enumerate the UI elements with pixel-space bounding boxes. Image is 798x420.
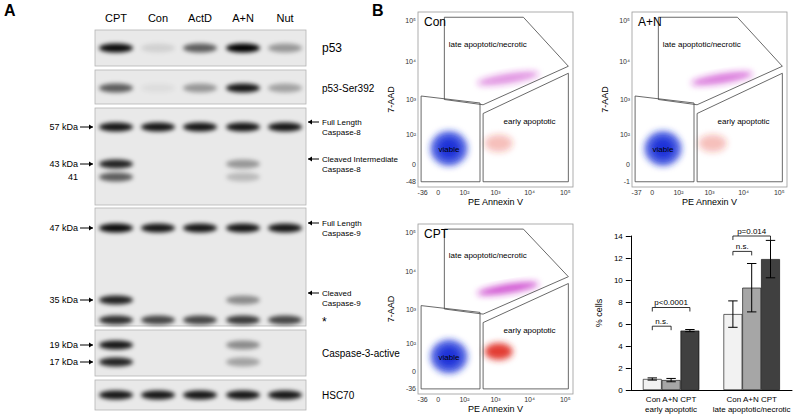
svg-text:10³: 10³ [620, 96, 631, 103]
svg-text:PE Annexin V: PE Annexin V [682, 197, 737, 207]
svg-text:p=0.014: p=0.014 [737, 227, 767, 236]
svg-text:n.s.: n.s. [736, 242, 749, 251]
svg-text:Con: Con [424, 15, 446, 29]
svg-text:10⁵: 10⁵ [405, 229, 416, 236]
svg-text:10⁴: 10⁴ [619, 58, 630, 65]
svg-text:41: 41 [68, 172, 78, 182]
svg-text:-36: -36 [406, 385, 416, 392]
svg-text:A+N: A+N [232, 12, 254, 24]
svg-text:7-AAD: 7-AAD [386, 86, 396, 113]
svg-text:10²: 10² [620, 131, 631, 138]
svg-text:10⁵: 10⁵ [560, 189, 571, 196]
svg-text:10⁴: 10⁴ [524, 396, 535, 403]
svg-text:p53: p53 [322, 41, 342, 55]
svg-text:10³: 10³ [490, 189, 501, 196]
svg-text:7-AAD: 7-AAD [386, 295, 396, 322]
svg-text:10³: 10³ [704, 189, 715, 196]
svg-text:viable: viable [439, 353, 460, 362]
svg-text:-36: -36 [418, 189, 428, 196]
svg-text:CPT: CPT [105, 12, 127, 24]
svg-text:10⁴: 10⁴ [524, 189, 535, 196]
svg-text:10³: 10³ [406, 306, 417, 313]
svg-text:10⁵: 10⁵ [405, 17, 416, 24]
svg-text:0: 0 [412, 161, 416, 168]
svg-text:43 kDa: 43 kDa [49, 159, 78, 169]
svg-text:57 kDa: 57 kDa [49, 122, 78, 132]
svg-text:0: 0 [650, 189, 654, 196]
svg-text:*: * [322, 315, 327, 329]
svg-text:early apoptotic: early apoptotic [718, 117, 770, 126]
svg-text:Cleaved: Cleaved [322, 289, 351, 298]
svg-text:2: 2 [618, 364, 623, 373]
svg-text:n.s.: n.s. [655, 317, 668, 326]
svg-text:10²: 10² [406, 340, 417, 347]
svg-text:0: 0 [412, 368, 416, 375]
svg-text:-1: -1 [624, 178, 630, 185]
svg-text:p<0.0001: p<0.0001 [654, 298, 688, 307]
svg-text:0: 0 [618, 386, 623, 395]
svg-text:-37: -37 [632, 189, 642, 196]
svg-text:0: 0 [436, 189, 440, 196]
svg-text:Con A+N CPT: Con A+N CPT [726, 395, 777, 404]
svg-text:A: A [4, 2, 16, 19]
svg-text:12: 12 [614, 254, 623, 263]
svg-text:7-AAD: 7-AAD [600, 86, 610, 113]
svg-text:viable: viable [653, 145, 674, 154]
svg-text:Caspase-8: Caspase-8 [322, 128, 361, 137]
svg-text:10²: 10² [406, 131, 417, 138]
svg-text:p53-Ser392: p53-Ser392 [322, 83, 375, 94]
svg-text:Caspase-9: Caspase-9 [322, 299, 361, 308]
svg-text:late apoptotic/necrotic: late apoptotic/necrotic [449, 251, 527, 260]
svg-text:10⁵: 10⁵ [619, 17, 630, 24]
svg-text:10⁴: 10⁴ [405, 58, 416, 65]
svg-text:early apoptotic: early apoptotic [504, 326, 556, 335]
svg-text:Caspase-8: Caspase-8 [322, 165, 361, 174]
svg-text:early apoptotic: early apoptotic [504, 117, 556, 126]
svg-text:PE Annexin V: PE Annexin V [468, 404, 523, 414]
svg-text:Full Length: Full Length [322, 118, 362, 127]
svg-text:0: 0 [436, 396, 440, 403]
svg-text:10⁵: 10⁵ [560, 396, 571, 403]
svg-text:6: 6 [618, 320, 623, 329]
svg-text:viable: viable [439, 145, 460, 154]
svg-text:Con A+N CPT: Con A+N CPT [646, 395, 697, 404]
svg-text:17 kDa: 17 kDa [49, 357, 78, 367]
svg-text:late apoptotic/necrotic: late apoptotic/necrotic [449, 40, 527, 49]
svg-text:Con: Con [148, 12, 168, 24]
svg-text:-48: -48 [406, 178, 416, 185]
svg-text:Caspase-9: Caspase-9 [322, 229, 361, 238]
svg-text:late apoptotic/necrotic: late apoptotic/necrotic [713, 405, 791, 414]
svg-text:Caspase-3-active: Caspase-3-active [322, 348, 400, 359]
svg-text:10²: 10² [459, 396, 470, 403]
svg-text:A+N: A+N [638, 15, 662, 29]
svg-text:HSC70: HSC70 [322, 390, 355, 401]
svg-text:early apoptotic: early apoptotic [645, 405, 697, 414]
svg-text:CPT: CPT [424, 227, 449, 241]
svg-text:-36: -36 [418, 396, 428, 403]
svg-text:Full Length: Full Length [322, 219, 362, 228]
svg-text:late apoptotic/necrotic: late apoptotic/necrotic [663, 40, 741, 49]
svg-text:47 kDa: 47 kDa [49, 223, 78, 233]
svg-text:10³: 10³ [406, 96, 417, 103]
svg-text:4: 4 [618, 342, 623, 351]
svg-text:19 kDa: 19 kDa [49, 340, 78, 350]
svg-text:14: 14 [614, 232, 623, 241]
svg-text:10⁵: 10⁵ [774, 189, 785, 196]
svg-text:Cleaved Intermediate: Cleaved Intermediate [322, 155, 399, 164]
svg-text:8: 8 [618, 298, 623, 307]
svg-text:10²: 10² [459, 189, 470, 196]
svg-text:10: 10 [614, 276, 623, 285]
svg-text:35 kDa: 35 kDa [49, 295, 78, 305]
svg-text:10⁴: 10⁴ [405, 268, 416, 275]
svg-text:0: 0 [626, 161, 630, 168]
svg-text:% cells: % cells [594, 298, 604, 327]
svg-text:B: B [372, 2, 384, 19]
svg-text:PE Annexin V: PE Annexin V [468, 197, 523, 207]
svg-text:10²: 10² [673, 189, 684, 196]
svg-text:10⁴: 10⁴ [738, 189, 749, 196]
svg-text:10³: 10³ [490, 396, 501, 403]
svg-text:ActD: ActD [188, 12, 212, 24]
svg-text:Nut: Nut [276, 12, 293, 24]
